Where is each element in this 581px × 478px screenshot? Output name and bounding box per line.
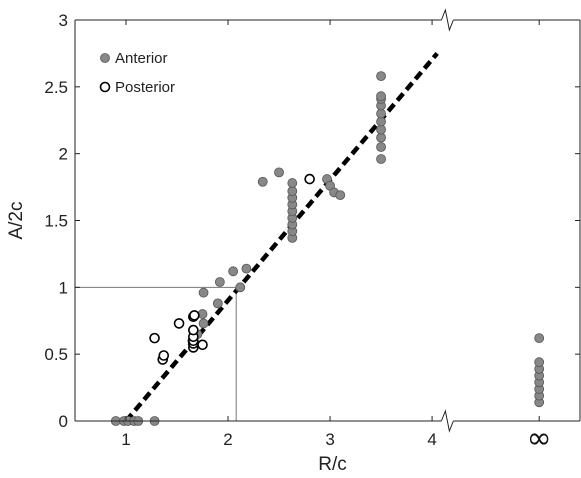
posterior-point [188,324,199,336]
legend-marker-posterior [99,81,111,93]
anterior-point [376,91,386,102]
fit-line [124,51,439,423]
y-tick-label: 0 [59,412,68,431]
anterior-point [228,266,239,277]
legend-label-anterior: Anterior [115,50,168,67]
anterior-point [376,142,386,152]
anterior-point [235,282,246,293]
legend-label-posterior: Posterior [115,79,175,96]
y-axis-title: A/2c [6,201,27,239]
posterior-point [158,350,170,361]
posterior-point [149,332,160,344]
y-tick-label: 2.5 [44,78,68,97]
axes [74,8,581,433]
reference-lines [75,286,237,421]
x-tick-label: 2 [223,430,232,449]
x-axis-title: R/c [318,454,347,475]
y-tick-label: 3 [59,11,68,30]
y-tick-label: 2 [59,145,68,164]
anterior-point [198,287,209,298]
x-axis-break-mark [440,409,454,433]
anterior-point [376,71,386,82]
anterior-point [376,154,386,164]
fit-line-group [124,51,439,423]
posterior-point [189,310,200,321]
anterior-point [287,178,298,188]
anterior-point [257,176,268,187]
posterior-point [197,339,208,351]
data-points [110,71,545,426]
anterior-point [241,263,252,274]
x-tick-label-infinity: ∞ [527,421,552,456]
ticks: 1 2 3 4 ∞ 0 0.5 1 1.5 2 2.5 3 [44,11,580,456]
legend: Anterior Posterior [99,50,175,96]
posterior-point [173,318,185,329]
anterior-point [212,298,223,309]
x-tick-label: 1 [121,430,130,449]
y-tick-label: 0.5 [44,345,68,364]
anterior-point [198,318,209,329]
y-tick-label: 1 [59,278,68,297]
anterior-point [534,333,545,344]
x-tick-label: 4 [427,430,436,449]
top-axis-break-mark [440,8,454,32]
anterior-point [335,190,346,201]
posterior-point [304,173,315,185]
y-tick-label: 1.5 [44,212,68,231]
anterior-point [274,167,284,178]
anterior-point [214,277,225,287]
legend-marker-anterior [100,53,110,63]
anterior-point [534,357,545,368]
x-tick-label: 3 [325,430,334,449]
